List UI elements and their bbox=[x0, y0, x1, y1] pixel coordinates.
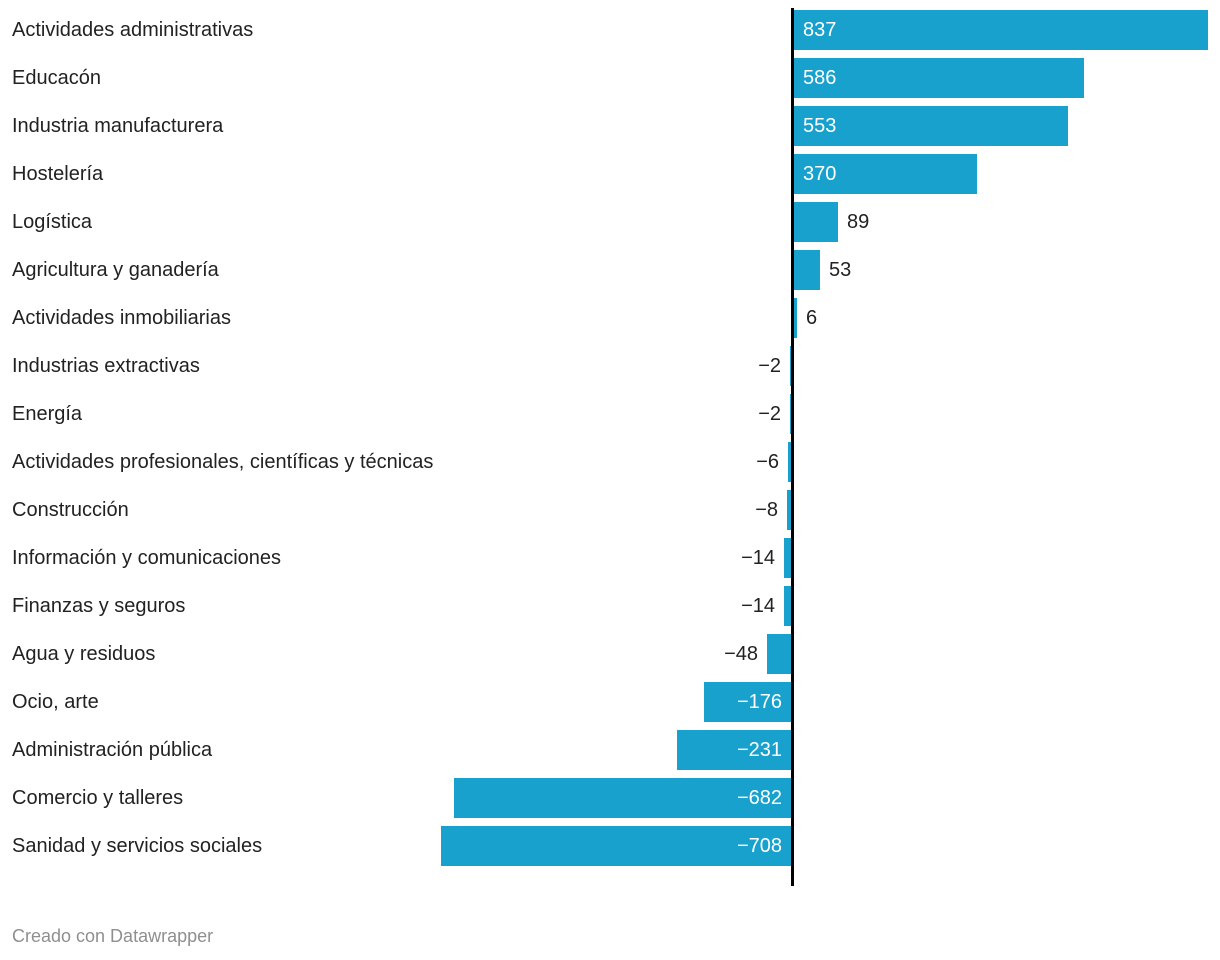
chart-row: Administración pública −231 bbox=[0, 726, 1220, 774]
bar bbox=[794, 154, 977, 194]
value-label: −176 bbox=[736, 691, 782, 713]
bar bbox=[790, 346, 791, 386]
bar bbox=[790, 394, 791, 434]
value-label: 553 bbox=[803, 115, 837, 137]
value-label: −14 bbox=[741, 547, 775, 569]
diverging-bar-chart: Actividades administrativas 837 Educacón 58… bbox=[0, 6, 1220, 886]
bar bbox=[794, 298, 797, 338]
datawrapper-attribution-link[interactable]: Creado con Datawrapper bbox=[12, 926, 214, 946]
bar bbox=[788, 442, 791, 482]
chart-row: Comercio y talleres −682 bbox=[0, 774, 1220, 822]
category-label: Agricultura y ganadería bbox=[12, 259, 219, 281]
chart-row: Actividades inmobiliarias 6 bbox=[0, 294, 1220, 342]
chart-row: Energía −2 bbox=[0, 390, 1220, 438]
category-label: Finanzas y seguros bbox=[12, 595, 186, 617]
value-label: −708 bbox=[736, 835, 782, 857]
chart-row: Industrias extractivas −2 bbox=[0, 342, 1220, 390]
category-label: Agua y residuos bbox=[12, 643, 156, 665]
bar bbox=[454, 778, 791, 818]
value-label: 89 bbox=[847, 211, 870, 233]
category-label: Actividades inmobiliarias bbox=[12, 307, 231, 329]
chart-row: Agricultura y ganadería 53 bbox=[0, 246, 1220, 294]
bar bbox=[677, 730, 791, 770]
chart-row: Ocio, arte −176 bbox=[0, 678, 1220, 726]
value-label: −2 bbox=[758, 403, 781, 425]
value-label: 370 bbox=[803, 163, 837, 185]
chart-row: Hostelería 370 bbox=[0, 150, 1220, 198]
chart-rows: Actividades administrativas 837 Educacón 58… bbox=[0, 6, 1220, 870]
category-label: Industria manufacturera bbox=[12, 115, 224, 137]
category-label: Sanidad y servicios sociales bbox=[12, 835, 263, 857]
category-label: Logística bbox=[12, 211, 93, 233]
category-label: Actividades profesionales, científicas y… bbox=[12, 451, 434, 473]
chart-row: Logística 89 bbox=[0, 198, 1220, 246]
chart-row: Construcción −8 bbox=[0, 486, 1220, 534]
value-label: 6 bbox=[806, 307, 818, 329]
bar bbox=[794, 106, 1068, 146]
value-label: 586 bbox=[803, 67, 837, 89]
chart-row: Sanidad y servicios sociales −708 bbox=[0, 822, 1220, 870]
category-label: Industrias extractivas bbox=[12, 355, 200, 377]
category-label: Energía bbox=[12, 403, 83, 425]
category-label: Comercio y talleres bbox=[12, 787, 184, 809]
zero-axis-line bbox=[791, 8, 794, 886]
chart-row: Actividades administrativas 837 bbox=[0, 6, 1220, 54]
bar bbox=[787, 490, 791, 530]
category-label: Educacón bbox=[12, 67, 101, 89]
category-label: Información y comunicaciones bbox=[12, 547, 282, 569]
bar bbox=[794, 250, 820, 290]
category-label: Actividades administrativas bbox=[12, 19, 254, 41]
bar bbox=[794, 202, 838, 242]
bar bbox=[784, 538, 791, 578]
value-label: −8 bbox=[755, 499, 778, 521]
value-label: −6 bbox=[756, 451, 779, 473]
chart-row: Agua y residuos −48 bbox=[0, 630, 1220, 678]
value-label: 837 bbox=[803, 19, 837, 41]
category-label: Construcción bbox=[12, 499, 129, 521]
value-label: −682 bbox=[736, 787, 782, 809]
bar bbox=[704, 682, 791, 722]
value-label: −2 bbox=[758, 355, 781, 377]
category-label: Ocio, arte bbox=[12, 691, 99, 713]
chart-row: Industria manufacturera 553 bbox=[0, 102, 1220, 150]
value-label: −14 bbox=[741, 595, 775, 617]
value-label: −48 bbox=[724, 643, 758, 665]
chart-row: Educacón 586 bbox=[0, 54, 1220, 102]
bar bbox=[794, 10, 1208, 50]
bar bbox=[784, 586, 791, 626]
bar bbox=[794, 58, 1084, 98]
category-label: Hostelería bbox=[12, 163, 104, 185]
bar bbox=[441, 826, 791, 866]
bar bbox=[767, 634, 791, 674]
chart-row: Información y comunicaciones −14 bbox=[0, 534, 1220, 582]
chart-row: Finanzas y seguros −14 bbox=[0, 582, 1220, 630]
value-label: −231 bbox=[736, 739, 782, 761]
category-label: Administración pública bbox=[12, 739, 213, 761]
value-label: 53 bbox=[829, 259, 852, 281]
chart-row: Actividades profesionales, científicas y… bbox=[0, 438, 1220, 486]
